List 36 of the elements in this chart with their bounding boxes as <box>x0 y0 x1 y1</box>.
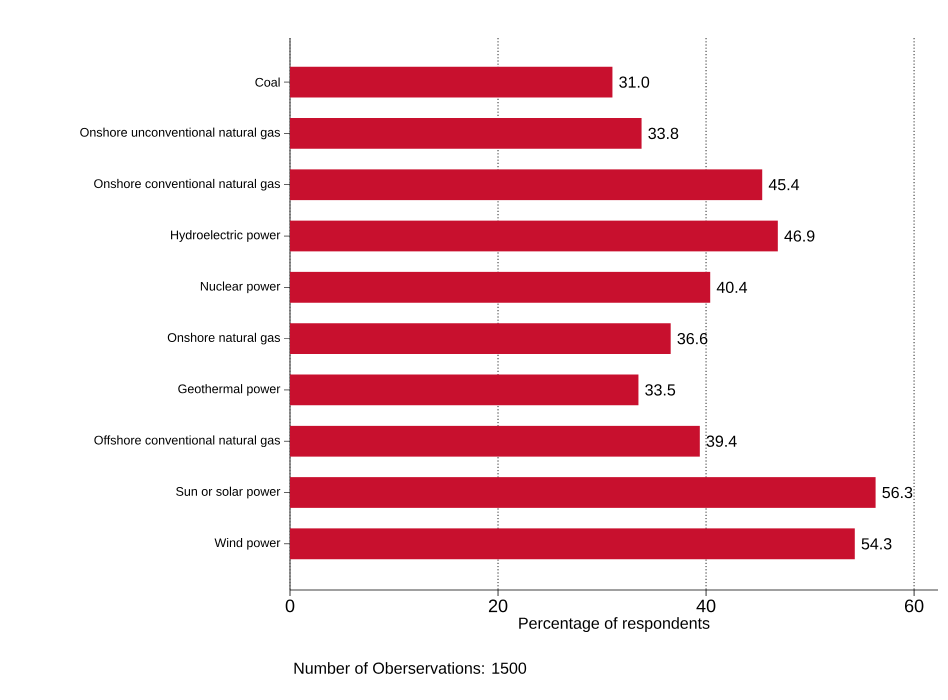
y-tick-label: Wind power <box>214 538 280 550</box>
bar <box>290 220 778 252</box>
data-label: 56.3 <box>882 486 912 498</box>
x-tick-label: 60 <box>904 600 924 612</box>
y-tick-label: Onshore conventional natural gas <box>94 178 280 191</box>
bar <box>290 323 671 354</box>
x-axis-title: Percentage of respondents <box>519 617 710 632</box>
data-label: 31.0 <box>619 76 650 88</box>
data-label: 40.4 <box>716 282 748 293</box>
data-label: 54.3 <box>862 538 892 550</box>
x-tick-label: 20 <box>488 600 508 612</box>
data-label: 33.8 <box>648 128 678 140</box>
y-tick-label: Sun or solar power <box>176 486 280 498</box>
y-tick-label: Nuclear power <box>200 281 280 294</box>
bar <box>290 118 642 149</box>
x-tick-label: 0 <box>286 600 294 612</box>
bar <box>290 66 612 98</box>
data-label: 46.9 <box>784 230 814 242</box>
y-tick-label: Hydroelectric power <box>171 230 280 242</box>
y-tick-label: Onshore unconventional natural gas <box>80 128 280 140</box>
data-label: 39.4 <box>706 436 737 447</box>
data-label: 45.4 <box>768 179 800 190</box>
y-tick-label: Geothermal power <box>178 384 280 396</box>
bar <box>290 426 700 457</box>
bar <box>290 169 762 200</box>
bar <box>290 528 855 560</box>
bar <box>290 272 710 303</box>
y-tick-label: Offshore conventional natural gas <box>94 435 280 448</box>
data-label: 33.5 <box>645 384 676 396</box>
y-tick-label: Coal <box>255 78 280 87</box>
bar <box>290 477 876 508</box>
data-label: 36.6 <box>678 332 708 344</box>
y-tick-label: Onshore natural gas <box>168 332 280 344</box>
bar <box>290 374 638 406</box>
text: Number of Oberservations: 1500 <box>294 662 526 674</box>
x-tick-label: 40 <box>696 600 716 612</box>
